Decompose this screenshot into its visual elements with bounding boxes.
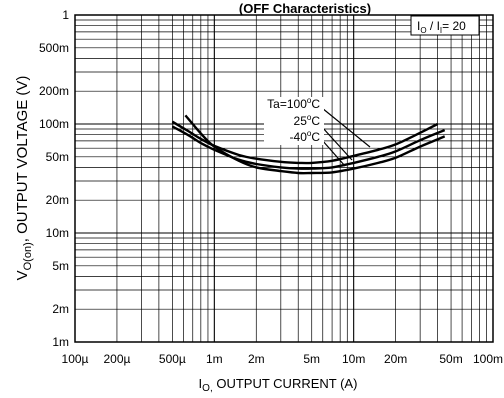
y-tick-label: 1m	[52, 335, 69, 349]
plot-frame	[74, 14, 494, 343]
chart-title: (OFF Characteristics)	[239, 1, 371, 16]
y-tick-label: 10m	[46, 226, 69, 240]
y-tick-label: 500m	[39, 41, 69, 55]
series-label-pointers	[321, 107, 371, 167]
x-tick-label: 20m	[384, 352, 407, 366]
series-label-100c: Ta=100oC	[267, 96, 320, 111]
x-tick-label: 2m	[248, 352, 265, 366]
y-tick-label: 1	[62, 8, 69, 22]
x-tick-labels: 100µ 200µ 500µ 1m 2m 5m 10m 20m 50m 100m	[62, 352, 503, 366]
x-tick-label: 500µ	[159, 352, 186, 366]
series-label-25c: 25oC	[294, 113, 321, 128]
x-tick-label: 200µ	[103, 352, 130, 366]
series-label-backdrop	[264, 97, 324, 145]
pointer-minus40c	[321, 139, 346, 167]
y-tick-label: 200m	[39, 84, 69, 98]
series-label-minus40c: -40oC	[290, 129, 321, 144]
y-tick-label: 100m	[39, 117, 69, 131]
pointer-25c	[321, 126, 353, 161]
y-tick-label: 5m	[52, 259, 69, 273]
y-tick-label: 2m	[52, 302, 69, 316]
x-axis-label: IO, OUTPUT CURRENT (A)	[199, 376, 358, 394]
legend-text: IO / II= 20	[417, 19, 466, 35]
x-tick-label: 5m	[303, 352, 320, 366]
series-line-0	[171, 120, 439, 165]
pointer-100c	[321, 107, 371, 148]
grid	[75, 15, 493, 342]
legend-box	[410, 15, 480, 36]
series-line-2	[184, 114, 446, 175]
x-tick-label: 100µ	[62, 352, 89, 366]
x-tick-label: 1m	[206, 352, 223, 366]
y-axis-label: VO(on), OUTPUT VOLTAGE (V)	[14, 76, 34, 281]
y-tick-label: 50m	[46, 150, 69, 164]
x-tick-label: 10m	[342, 352, 365, 366]
x-tick-label: 50m	[439, 352, 462, 366]
y-tick-labels: 1 500m 200m 100m 50m 20m 10m 5m 2m 1m	[39, 8, 69, 349]
series-line-1	[171, 125, 446, 170]
y-tick-label: 20m	[46, 193, 69, 207]
x-tick-label: 100m	[473, 352, 503, 366]
curves	[171, 114, 446, 175]
